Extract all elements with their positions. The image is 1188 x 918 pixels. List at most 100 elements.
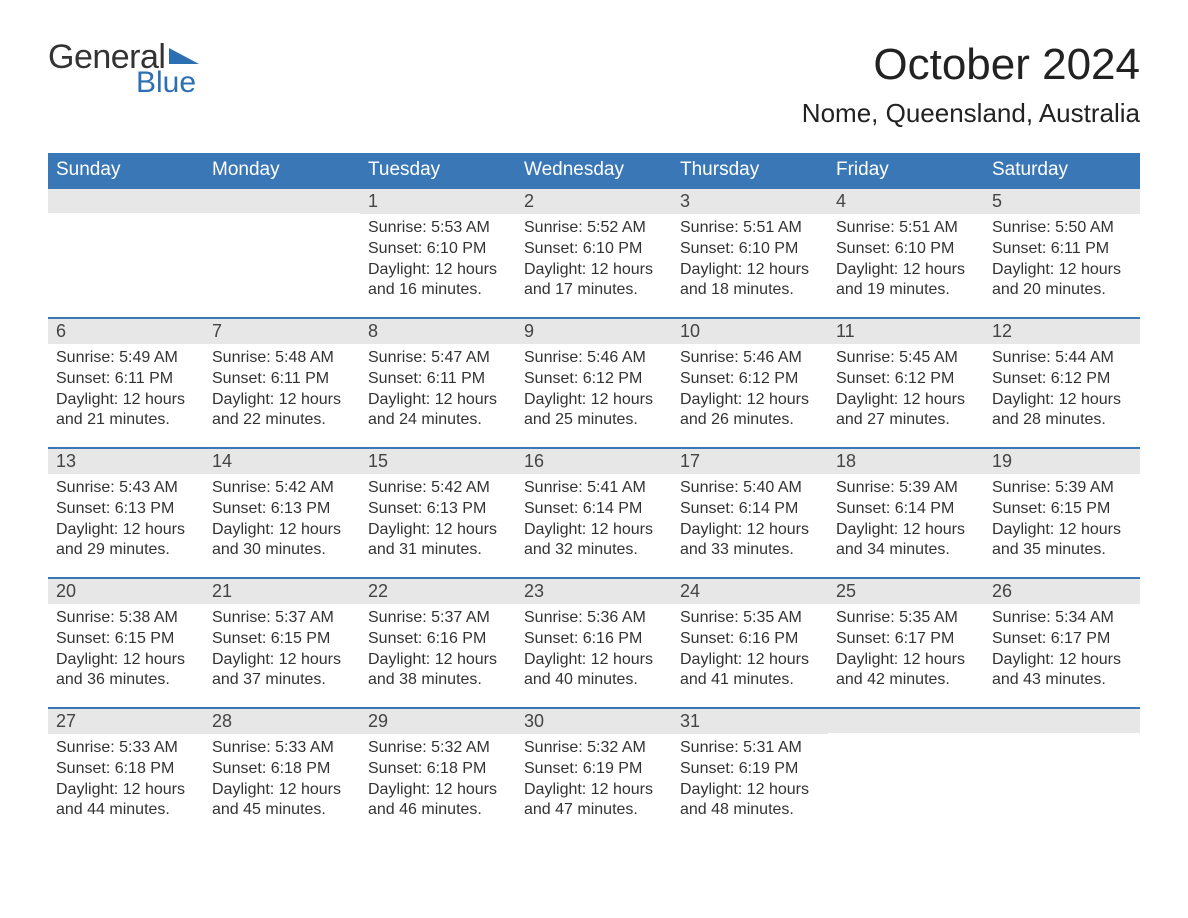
daylight-text: Daylight: 12 hours and 30 minutes. xyxy=(212,520,352,562)
day-number: 31 xyxy=(672,709,828,734)
day-cell xyxy=(48,189,204,317)
week-row: 6Sunrise: 5:49 AMSunset: 6:11 PMDaylight… xyxy=(48,317,1140,447)
day-body: Sunrise: 5:39 AMSunset: 6:14 PMDaylight:… xyxy=(828,474,984,567)
day-number-bar-empty xyxy=(48,189,204,213)
brand-logo: General Blue xyxy=(48,40,199,98)
sunset-text: Sunset: 6:11 PM xyxy=(368,369,508,390)
day-cell xyxy=(828,709,984,837)
day-cell: 17Sunrise: 5:40 AMSunset: 6:14 PMDayligh… xyxy=(672,449,828,577)
day-number: 27 xyxy=(48,709,204,734)
sunrise-text: Sunrise: 5:42 AM xyxy=(212,478,352,499)
weekday-header-row: SundayMondayTuesdayWednesdayThursdayFrid… xyxy=(48,153,1140,187)
daylight-text: Daylight: 12 hours and 29 minutes. xyxy=(56,520,196,562)
sunrise-text: Sunrise: 5:35 AM xyxy=(836,608,976,629)
day-number: 13 xyxy=(48,449,204,474)
sunrise-text: Sunrise: 5:47 AM xyxy=(368,348,508,369)
weekday-header: Thursday xyxy=(672,153,828,187)
daylight-text: Daylight: 12 hours and 17 minutes. xyxy=(524,260,664,302)
day-cell xyxy=(984,709,1140,837)
weekday-header: Friday xyxy=(828,153,984,187)
daylight-text: Daylight: 12 hours and 41 minutes. xyxy=(680,650,820,692)
daylight-text: Daylight: 12 hours and 36 minutes. xyxy=(56,650,196,692)
day-body: Sunrise: 5:40 AMSunset: 6:14 PMDaylight:… xyxy=(672,474,828,567)
weeks-container: 1Sunrise: 5:53 AMSunset: 6:10 PMDaylight… xyxy=(48,187,1140,837)
day-body: Sunrise: 5:50 AMSunset: 6:11 PMDaylight:… xyxy=(984,214,1140,307)
day-number: 28 xyxy=(204,709,360,734)
sunrise-text: Sunrise: 5:41 AM xyxy=(524,478,664,499)
sunrise-text: Sunrise: 5:45 AM xyxy=(836,348,976,369)
day-cell xyxy=(204,189,360,317)
day-body: Sunrise: 5:42 AMSunset: 6:13 PMDaylight:… xyxy=(360,474,516,567)
day-cell: 9Sunrise: 5:46 AMSunset: 6:12 PMDaylight… xyxy=(516,319,672,447)
sunset-text: Sunset: 6:16 PM xyxy=(368,629,508,650)
day-cell: 8Sunrise: 5:47 AMSunset: 6:11 PMDaylight… xyxy=(360,319,516,447)
sunrise-text: Sunrise: 5:46 AM xyxy=(680,348,820,369)
title-block: October 2024 Nome, Queensland, Australia xyxy=(802,40,1140,129)
day-cell: 12Sunrise: 5:44 AMSunset: 6:12 PMDayligh… xyxy=(984,319,1140,447)
week-row: 13Sunrise: 5:43 AMSunset: 6:13 PMDayligh… xyxy=(48,447,1140,577)
sunset-text: Sunset: 6:11 PM xyxy=(212,369,352,390)
sunset-text: Sunset: 6:10 PM xyxy=(680,239,820,260)
day-number: 25 xyxy=(828,579,984,604)
sunset-text: Sunset: 6:14 PM xyxy=(524,499,664,520)
day-body: Sunrise: 5:53 AMSunset: 6:10 PMDaylight:… xyxy=(360,214,516,307)
day-body: Sunrise: 5:32 AMSunset: 6:18 PMDaylight:… xyxy=(360,734,516,827)
day-body: Sunrise: 5:42 AMSunset: 6:13 PMDaylight:… xyxy=(204,474,360,567)
daylight-text: Daylight: 12 hours and 18 minutes. xyxy=(680,260,820,302)
day-number: 15 xyxy=(360,449,516,474)
day-number: 24 xyxy=(672,579,828,604)
sunset-text: Sunset: 6:12 PM xyxy=(836,369,976,390)
day-body: Sunrise: 5:46 AMSunset: 6:12 PMDaylight:… xyxy=(672,344,828,437)
daylight-text: Daylight: 12 hours and 34 minutes. xyxy=(836,520,976,562)
day-number: 8 xyxy=(360,319,516,344)
daylight-text: Daylight: 12 hours and 20 minutes. xyxy=(992,260,1132,302)
day-cell: 5Sunrise: 5:50 AMSunset: 6:11 PMDaylight… xyxy=(984,189,1140,317)
day-body: Sunrise: 5:37 AMSunset: 6:16 PMDaylight:… xyxy=(360,604,516,697)
day-number-bar-empty xyxy=(984,709,1140,733)
week-row: 1Sunrise: 5:53 AMSunset: 6:10 PMDaylight… xyxy=(48,187,1140,317)
sunset-text: Sunset: 6:17 PM xyxy=(836,629,976,650)
sunrise-text: Sunrise: 5:40 AM xyxy=(680,478,820,499)
sunrise-text: Sunrise: 5:49 AM xyxy=(56,348,196,369)
day-cell: 14Sunrise: 5:42 AMSunset: 6:13 PMDayligh… xyxy=(204,449,360,577)
daylight-text: Daylight: 12 hours and 44 minutes. xyxy=(56,780,196,822)
day-cell: 31Sunrise: 5:31 AMSunset: 6:19 PMDayligh… xyxy=(672,709,828,837)
daylight-text: Daylight: 12 hours and 40 minutes. xyxy=(524,650,664,692)
day-cell: 21Sunrise: 5:37 AMSunset: 6:15 PMDayligh… xyxy=(204,579,360,707)
day-cell: 4Sunrise: 5:51 AMSunset: 6:10 PMDaylight… xyxy=(828,189,984,317)
day-body: Sunrise: 5:45 AMSunset: 6:12 PMDaylight:… xyxy=(828,344,984,437)
sunrise-text: Sunrise: 5:37 AM xyxy=(212,608,352,629)
day-number: 6 xyxy=(48,319,204,344)
sunset-text: Sunset: 6:10 PM xyxy=(836,239,976,260)
day-number: 4 xyxy=(828,189,984,214)
day-body: Sunrise: 5:33 AMSunset: 6:18 PMDaylight:… xyxy=(204,734,360,827)
daylight-text: Daylight: 12 hours and 48 minutes. xyxy=(680,780,820,822)
day-body: Sunrise: 5:51 AMSunset: 6:10 PMDaylight:… xyxy=(828,214,984,307)
day-body: Sunrise: 5:44 AMSunset: 6:12 PMDaylight:… xyxy=(984,344,1140,437)
day-cell: 27Sunrise: 5:33 AMSunset: 6:18 PMDayligh… xyxy=(48,709,204,837)
day-body: Sunrise: 5:49 AMSunset: 6:11 PMDaylight:… xyxy=(48,344,204,437)
day-cell: 23Sunrise: 5:36 AMSunset: 6:16 PMDayligh… xyxy=(516,579,672,707)
day-number: 3 xyxy=(672,189,828,214)
daylight-text: Daylight: 12 hours and 33 minutes. xyxy=(680,520,820,562)
day-cell: 7Sunrise: 5:48 AMSunset: 6:11 PMDaylight… xyxy=(204,319,360,447)
sunrise-text: Sunrise: 5:32 AM xyxy=(368,738,508,759)
daylight-text: Daylight: 12 hours and 22 minutes. xyxy=(212,390,352,432)
daylight-text: Daylight: 12 hours and 21 minutes. xyxy=(56,390,196,432)
day-number: 23 xyxy=(516,579,672,604)
sunrise-text: Sunrise: 5:48 AM xyxy=(212,348,352,369)
day-number: 26 xyxy=(984,579,1140,604)
day-number: 17 xyxy=(672,449,828,474)
sunset-text: Sunset: 6:12 PM xyxy=(992,369,1132,390)
day-body: Sunrise: 5:48 AMSunset: 6:11 PMDaylight:… xyxy=(204,344,360,437)
sunset-text: Sunset: 6:10 PM xyxy=(524,239,664,260)
sunrise-text: Sunrise: 5:42 AM xyxy=(368,478,508,499)
sunset-text: Sunset: 6:13 PM xyxy=(212,499,352,520)
calendar-grid: SundayMondayTuesdayWednesdayThursdayFrid… xyxy=(48,153,1140,837)
day-cell: 3Sunrise: 5:51 AMSunset: 6:10 PMDaylight… xyxy=(672,189,828,317)
daylight-text: Daylight: 12 hours and 35 minutes. xyxy=(992,520,1132,562)
day-number: 7 xyxy=(204,319,360,344)
daylight-text: Daylight: 12 hours and 28 minutes. xyxy=(992,390,1132,432)
sunrise-text: Sunrise: 5:37 AM xyxy=(368,608,508,629)
sunset-text: Sunset: 6:15 PM xyxy=(212,629,352,650)
